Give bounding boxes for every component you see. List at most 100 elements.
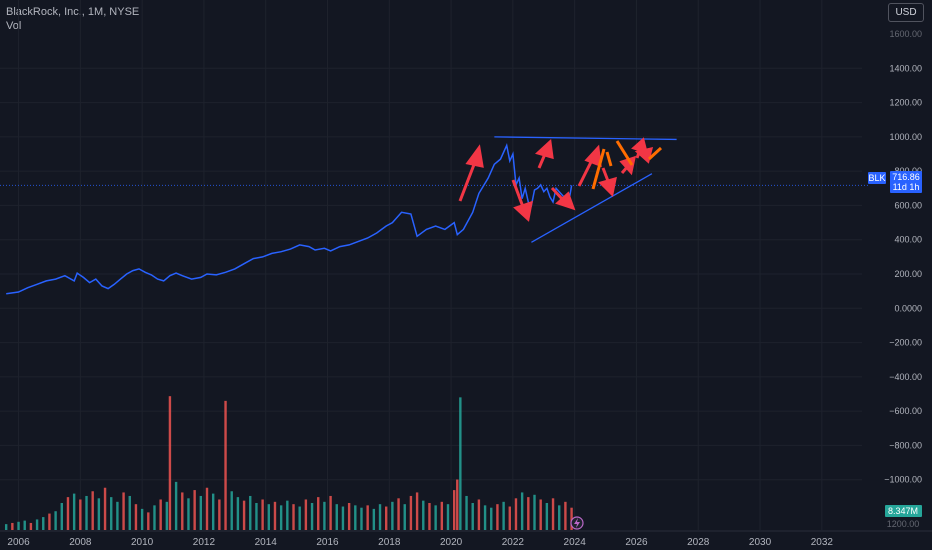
volume-bar	[85, 495, 88, 530]
volume-bar	[122, 492, 125, 530]
volume-bar	[564, 501, 567, 530]
currency-button[interactable]: USD	[888, 3, 924, 22]
price-series-line	[6, 142, 573, 295]
annotation-arrow	[634, 141, 654, 164]
volume-bar	[199, 495, 203, 530]
last-price-marker: BLK 716.86 11d 1h	[868, 171, 922, 193]
volume-bar	[354, 505, 357, 530]
volume-bar	[230, 491, 233, 530]
volume-bar	[434, 505, 437, 530]
volume-bar	[292, 504, 295, 530]
volume-bar	[60, 503, 63, 530]
volume-bar	[35, 519, 39, 530]
drawings-layer	[458, 137, 663, 222]
volume-bar	[29, 522, 33, 530]
volume-scale-partial: 1200.00	[887, 519, 920, 529]
volume-bar	[452, 490, 456, 530]
volume-bar	[91, 491, 94, 530]
symbol-title[interactable]: BlackRock, Inc., 1M, NYSE	[6, 6, 140, 18]
volume-bar	[366, 505, 369, 530]
volume-bar	[558, 505, 561, 530]
volume-bar	[329, 495, 332, 530]
volume-bar	[181, 492, 184, 530]
volume-bar	[187, 498, 190, 530]
volume-bar	[159, 499, 162, 530]
volume-bar	[514, 498, 518, 530]
volume-bar	[97, 498, 101, 530]
volume-bar	[360, 507, 363, 530]
annotation-arrow	[550, 186, 576, 211]
volume-bar	[153, 505, 156, 530]
volume-bar	[242, 500, 246, 530]
annotation-arrow	[577, 144, 602, 187]
volume-bar	[66, 497, 70, 530]
bar-countdown: 11d 1h	[893, 182, 920, 192]
volume-bar	[391, 501, 394, 530]
volume-bars	[4, 396, 573, 530]
volume-bar	[347, 503, 351, 530]
volume-bar	[502, 501, 505, 530]
volume-bar	[385, 506, 388, 530]
volume-bar	[539, 499, 542, 530]
volume-bar	[310, 503, 314, 530]
annotation-stroke	[591, 140, 663, 190]
x-tick-label: 2030	[749, 537, 772, 548]
volume-bar	[11, 522, 14, 530]
trendline	[531, 173, 653, 243]
volume-bar	[249, 495, 252, 530]
trendline	[494, 136, 677, 141]
volume-bar	[279, 505, 283, 530]
volume-bar	[273, 501, 277, 530]
x-tick-label: 2028	[687, 537, 710, 548]
x-tick-label: 2024	[564, 537, 587, 548]
volume-bar	[477, 499, 481, 530]
y-tick-label: 200.00	[894, 269, 922, 279]
volume-bar	[335, 504, 338, 530]
volume-bar	[372, 508, 376, 530]
volume-bar	[483, 505, 487, 530]
volume-bar	[42, 517, 45, 530]
volume-bar	[236, 497, 240, 530]
volume-bar	[508, 506, 511, 530]
y-tick-label: 0.0000	[894, 303, 922, 313]
volume-bar	[341, 506, 345, 530]
volume-bar	[496, 504, 499, 530]
volume-bar	[17, 521, 20, 530]
x-tick-label: 2020	[440, 537, 463, 548]
x-tick-label: 2006	[7, 537, 30, 548]
volume-bar	[140, 508, 144, 530]
chart-legend: BlackRock, Inc., 1M, NYSE Vol	[6, 5, 139, 33]
volume-bar	[570, 507, 573, 530]
price-line-layer	[0, 136, 868, 295]
volume-bar	[545, 503, 549, 530]
volume-bar	[471, 503, 474, 530]
volume-bar	[298, 506, 301, 530]
volume-bar	[323, 501, 326, 530]
y-tick-label: −600.00	[889, 406, 922, 416]
y-tick-label: 400.00	[894, 235, 922, 245]
x-tick-label: 2022	[502, 537, 525, 548]
y-tick-label: −1000.00	[884, 475, 922, 485]
volume-bar	[103, 487, 107, 530]
volume-bar	[4, 524, 8, 530]
volume-bar	[255, 503, 258, 530]
x-tick-label: 2008	[69, 537, 92, 548]
volume-bar	[490, 507, 493, 530]
volume-indicator-title[interactable]: Vol	[6, 20, 22, 32]
volume-value: 8.347M	[888, 506, 918, 516]
axes: 1400.001200.001000.00800.00600.00400.002…	[0, 63, 932, 548]
x-tick-label: 2018	[378, 537, 401, 548]
volume-bar	[218, 499, 221, 530]
last-price-value: 716.86	[892, 172, 920, 182]
x-tick-label: 2014	[255, 537, 278, 548]
volume-bar	[165, 501, 169, 530]
annotation-arrow	[598, 167, 617, 198]
volume-bar	[378, 504, 382, 530]
volume-bar	[224, 400, 227, 530]
lightning-icon[interactable]	[570, 516, 584, 530]
volume-bar	[422, 500, 425, 530]
volume-bar	[415, 492, 419, 530]
volume-bar	[116, 501, 119, 530]
volume-bar	[533, 494, 536, 530]
